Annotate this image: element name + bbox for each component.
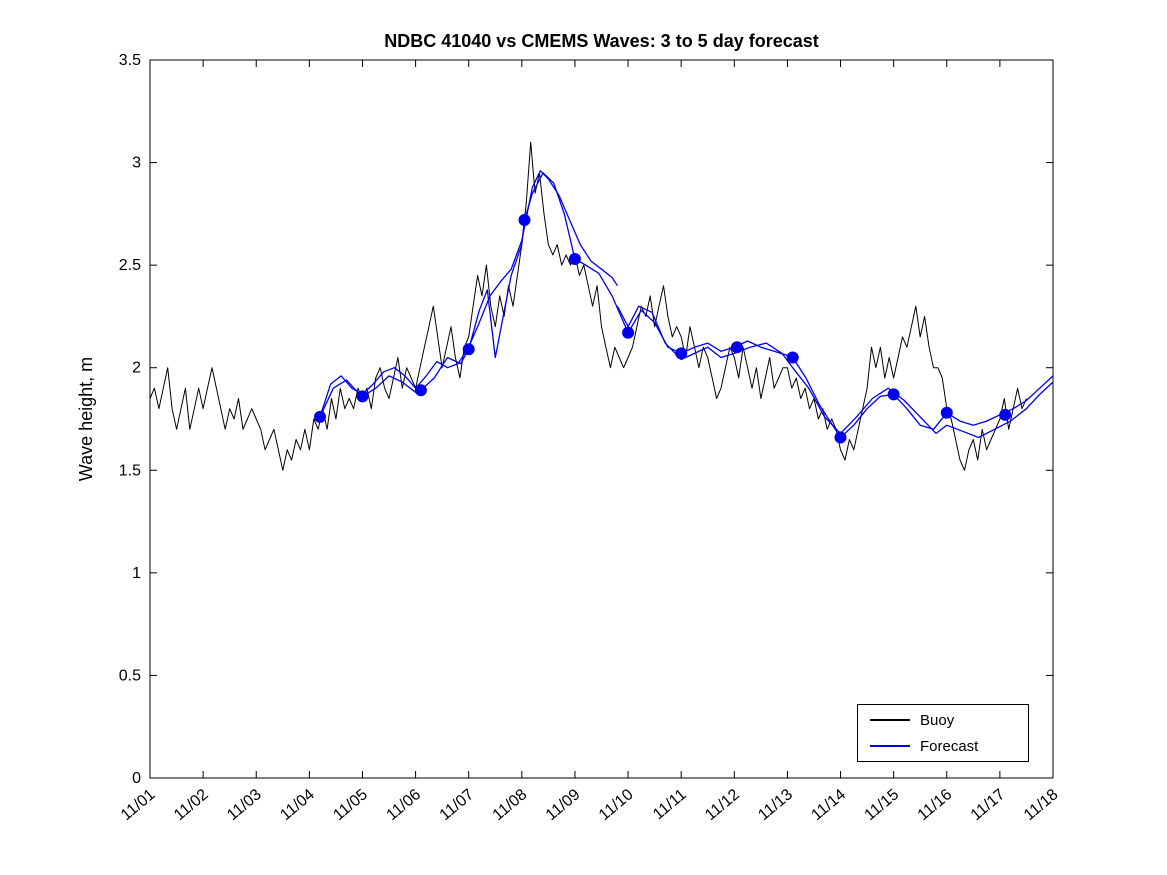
legend: Buoy Forecast	[857, 704, 1029, 762]
x-tick-label: 11/05	[330, 786, 371, 824]
chart-title: NDBC 41040 vs CMEMS Waves: 3 to 5 day fo…	[384, 31, 819, 51]
buoy-line-sample	[870, 719, 910, 721]
forecast-line-sample	[870, 745, 910, 747]
forecast-marker	[999, 408, 1012, 421]
x-tick-label: 11/12	[702, 786, 743, 824]
x-tick-label: 11/08	[490, 786, 531, 824]
series-forecast-segment-3	[616, 305, 1054, 439]
forecast-marker	[518, 214, 531, 226]
x-tick-label: 11/03	[224, 786, 265, 824]
x-tick-label: 11/16	[915, 786, 956, 824]
x-tick-label: 11/04	[277, 786, 318, 824]
forecast-marker	[356, 390, 369, 403]
x-tick-label: 11/01	[118, 786, 159, 824]
x-tick-label: 11/10	[596, 786, 637, 824]
x-tick-label: 11/07	[437, 786, 478, 824]
series-forecast-daily-markers	[314, 214, 1012, 444]
x-tick-label: 11/02	[171, 786, 212, 824]
x-tick-label: 11/13	[755, 786, 796, 824]
y-tick-label: 2.5	[119, 257, 141, 274]
legend-label-buoy: Buoy	[920, 711, 955, 729]
x-tick-label: 11/06	[383, 786, 424, 824]
y-tick-label: 1	[132, 565, 141, 582]
x-tick-label: 11/09	[543, 786, 584, 824]
forecast-marker	[940, 406, 953, 419]
y-tick-label: 0.5	[119, 667, 141, 684]
series-forecast-segment-1	[319, 170, 618, 418]
y-tick-label: 1.5	[119, 462, 141, 479]
legend-item-buoy: Buoy	[870, 707, 1028, 733]
forecast-marker	[834, 431, 847, 444]
x-tick-label: 11/17	[968, 786, 1009, 824]
y-tick-label: 2	[132, 360, 141, 377]
y-tick-label: 0	[132, 770, 141, 787]
forecast-marker	[675, 347, 688, 360]
forecast-marker	[462, 343, 475, 356]
series-buoy	[149, 141, 1027, 471]
forecast-marker	[786, 351, 799, 364]
y-tick-label: 3	[132, 155, 141, 172]
x-tick-label: 11/18	[1021, 786, 1062, 824]
x-tick-label: 11/15	[862, 786, 903, 824]
forecast-marker	[887, 388, 900, 401]
forecast-marker	[414, 384, 427, 397]
x-tick-label: 11/14	[808, 786, 849, 824]
plot-box	[149, 59, 1054, 779]
legend-label-forecast: Forecast	[920, 737, 979, 755]
forecast-marker	[568, 253, 581, 265]
forecast-marker	[622, 326, 635, 339]
forecast-marker	[731, 341, 743, 354]
y-axis-ticks: 0 0.5 1 1.5 2 2.5 3 3.5	[119, 52, 1053, 787]
y-axis-label: Wave height, m	[76, 356, 96, 482]
forecast-marker	[314, 410, 326, 423]
series-forecast-segment-2	[319, 172, 1054, 439]
x-tick-label: 11/11	[650, 786, 690, 823]
legend-item-forecast: Forecast	[870, 733, 1028, 759]
y-tick-label: 3.5	[119, 52, 141, 69]
